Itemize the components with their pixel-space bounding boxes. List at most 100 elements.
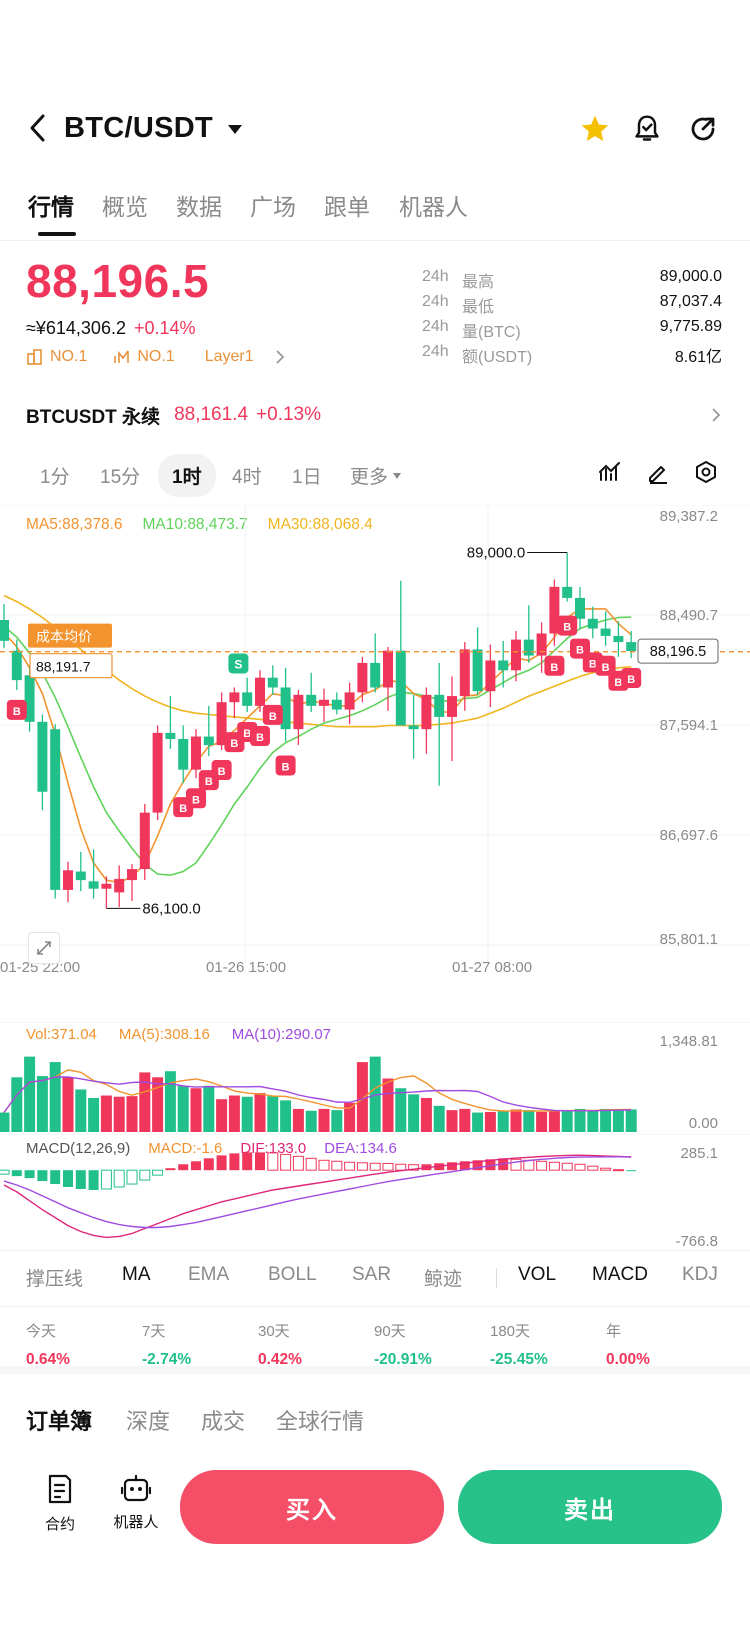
- macd-dif-line: [3, 1154, 632, 1239]
- volume-bar: [523, 1110, 535, 1132]
- volume-max-label: 1,348.81: [660, 1033, 718, 1050]
- indicator-macd[interactable]: MACD: [592, 1264, 648, 1285]
- tab-square[interactable]: 广场: [250, 194, 296, 220]
- volume-bar: [126, 1096, 138, 1132]
- volume-bar: [446, 1110, 458, 1132]
- macd-params: MACD(12,26,9): [26, 1140, 131, 1157]
- buy-button[interactable]: 买入: [180, 1470, 444, 1544]
- volume-bar: [267, 1096, 279, 1132]
- macd-max-label: 285.1: [680, 1145, 718, 1162]
- candle-body: [421, 694, 432, 730]
- macd-min-label: -766.8: [675, 1233, 718, 1250]
- interval-1d[interactable]: 1日: [292, 467, 322, 488]
- sell-marker: [228, 653, 249, 674]
- rank-badge-1: NO.1: [50, 348, 88, 365]
- stat-row: 24h 额(USDT) 8.61亿: [422, 343, 722, 366]
- macd-histogram-bar: [165, 1168, 176, 1171]
- x-tick-label: 01-27 08:00: [452, 959, 532, 976]
- buy-marker-label: B: [614, 677, 622, 689]
- buy-marker: [621, 668, 642, 689]
- interval-1h[interactable]: 1时: [158, 454, 216, 497]
- indicator-whale[interactable]: 鲸迹: [424, 1269, 463, 1290]
- y-tick-label: 86,697.6: [660, 827, 718, 844]
- candle-body: [613, 635, 624, 643]
- macd-histogram-bar: [280, 1153, 292, 1171]
- contract-button[interactable]: 合约: [38, 1474, 82, 1534]
- volume-bar: [49, 1062, 61, 1132]
- buy-marker-label: B: [205, 776, 213, 788]
- alert-button[interactable]: [630, 112, 664, 146]
- volume-bar: [459, 1108, 471, 1132]
- robot-button[interactable]: 机器人: [108, 1474, 164, 1532]
- tab-data[interactable]: 数据: [176, 194, 222, 220]
- buy-marker: [544, 655, 565, 676]
- candlestick-chart[interactable]: 89,387.2 88,490.7 87,594.1 86,697.6 85,801.1…: [0, 505, 750, 1025]
- tab-order-book[interactable]: 订单簿: [26, 1409, 93, 1434]
- perpetual-row[interactable]: BTCUSDT 永续 88,161.4 +0.13%: [26, 400, 722, 430]
- pair-selector[interactable]: BTC/USDT: [64, 112, 243, 145]
- x-tick-label: 01-26 15:00: [206, 959, 286, 976]
- candle-body: [383, 650, 393, 688]
- interval-4h[interactable]: 4时: [232, 467, 262, 488]
- macd-histogram-bar: [229, 1153, 240, 1171]
- volume-chart[interactable]: 1,348.81 0.00: [0, 1022, 750, 1132]
- last-price-tag-bg: [637, 638, 719, 664]
- candle-body: [242, 692, 253, 706]
- indicator-boll[interactable]: BOLL: [268, 1264, 317, 1285]
- volume-bar: [164, 1071, 176, 1132]
- candle-body: [511, 639, 521, 671]
- macd-histogram-bar: [255, 1152, 265, 1171]
- tab-depth[interactable]: 深度: [126, 1409, 171, 1434]
- cny-price-row: ≈¥614,306.2 +0.14%: [26, 318, 196, 339]
- candle-body: [191, 736, 201, 770]
- caret-down-icon: [228, 124, 242, 134]
- indicator-vol[interactable]: VOL: [518, 1264, 557, 1285]
- candle-body: [24, 675, 35, 722]
- back-button[interactable]: [20, 110, 56, 146]
- sell-button[interactable]: 卖出: [458, 1470, 722, 1544]
- volume-bar: [382, 1078, 394, 1132]
- macd-histogram-bar: [139, 1169, 151, 1181]
- chevron-right-icon: [712, 408, 721, 422]
- volume-bar: [113, 1096, 125, 1132]
- buy-marker-label: B: [602, 662, 610, 674]
- indicator-sar[interactable]: SAR: [352, 1264, 392, 1285]
- pair-title: BTC/USDT: [64, 112, 213, 144]
- volume-bar: [561, 1110, 573, 1132]
- tab-market[interactable]: 行情: [28, 194, 74, 220]
- indicator-ema[interactable]: EMA: [188, 1264, 230, 1285]
- interval-1m[interactable]: 1分: [40, 467, 70, 488]
- macd-value: MACD:-1.6: [148, 1140, 223, 1157]
- perpetual-change: +0.13%: [256, 404, 322, 425]
- volume-bar: [344, 1102, 356, 1132]
- tab-overview[interactable]: 概览: [102, 194, 148, 220]
- rank-badges[interactable]: NO.1 NO.1 Layer1: [26, 348, 286, 366]
- tab-global-market[interactable]: 全球行情: [276, 1409, 365, 1434]
- buy-marker-label: B: [282, 761, 290, 773]
- volume-bar: [228, 1095, 240, 1132]
- stat-row: 24h 最高 89,000.0: [422, 268, 722, 291]
- favorite-button[interactable]: [578, 112, 612, 146]
- divider: [0, 1306, 750, 1307]
- tab-trades[interactable]: 成交: [201, 1409, 246, 1434]
- interval-more[interactable]: 更多: [350, 462, 402, 489]
- indicator-button[interactable]: [596, 458, 624, 486]
- indicator-support[interactable]: 撑压线: [26, 1269, 84, 1290]
- tab-bots[interactable]: 机器人: [399, 194, 468, 220]
- indicator-kdj[interactable]: KDJ: [682, 1264, 718, 1285]
- chart-settings-button[interactable]: [692, 458, 720, 486]
- y-tick-label: 87,594.1: [660, 717, 718, 734]
- low-label: 86,100.0: [142, 900, 200, 917]
- indicator-ma[interactable]: MA: [122, 1264, 151, 1285]
- candle-body: [523, 639, 534, 656]
- candle-body: [165, 732, 176, 740]
- interval-15m[interactable]: 15分: [100, 467, 141, 488]
- macd-chart[interactable]: 285.1 -766.8: [0, 1134, 750, 1250]
- volume-bar: [420, 1097, 432, 1132]
- macd-histogram-bar: [369, 1162, 381, 1171]
- buy-marker: [211, 760, 232, 781]
- share-button[interactable]: [686, 112, 720, 146]
- tab-copy-trade[interactable]: 跟单: [324, 194, 370, 220]
- draw-tool-button[interactable]: [644, 458, 672, 486]
- expand-chart-button[interactable]: [28, 932, 60, 964]
